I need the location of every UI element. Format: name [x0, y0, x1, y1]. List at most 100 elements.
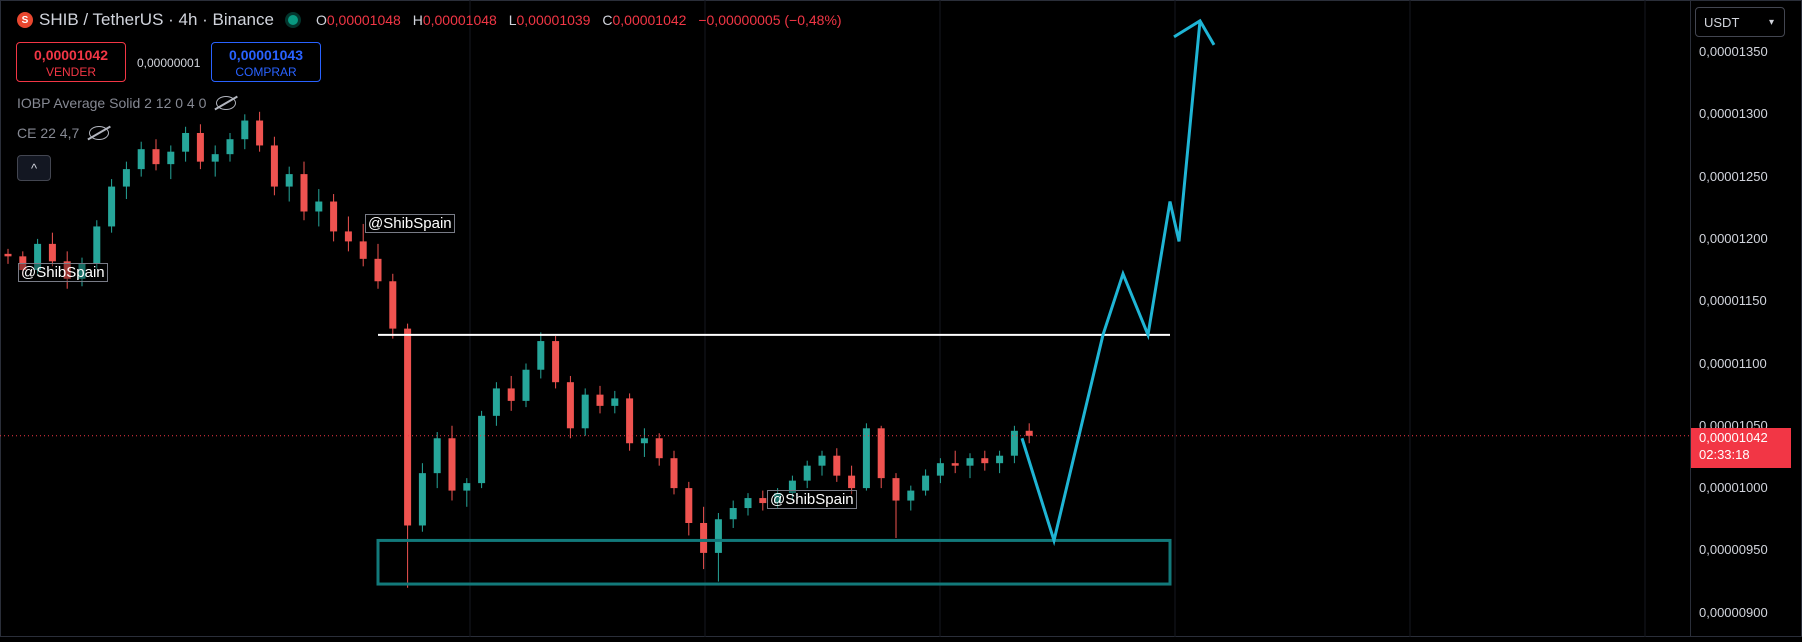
candle-body [492, 388, 500, 416]
sell-label: VENDER [45, 65, 96, 79]
buy-label: COMPRAR [235, 65, 297, 79]
watermark-label: @ShibSpain [767, 490, 857, 509]
price-tick-label: 0,00000950 [1699, 542, 1768, 558]
candle-body [137, 149, 145, 170]
candle-body [256, 120, 264, 146]
ohlc-open-value: 0,00001048 [326, 12, 401, 28]
candle-body [78, 263, 86, 279]
candle-body [418, 473, 426, 526]
support-zone [376, 538, 1172, 586]
hidden-eye-icon[interactable] [89, 126, 110, 140]
candle-body [936, 463, 944, 476]
candle-body [759, 498, 767, 504]
sell-button[interactable]: 0,00001042 VENDER [16, 42, 126, 82]
candle-body [433, 438, 441, 474]
candle-body [670, 458, 678, 489]
candle-body [196, 132, 204, 162]
candle-body [744, 498, 752, 509]
candlestick-chart[interactable] [0, 0, 1690, 637]
candle-body [862, 428, 870, 489]
watermark-label: @ShibSpain [365, 214, 455, 233]
ohlc-high-key: H [412, 12, 423, 28]
candle-body [966, 458, 974, 466]
price-tick-label: 0,00001350 [1699, 44, 1768, 59]
candle-body [507, 388, 515, 401]
candle-body [833, 455, 841, 476]
candle-body [774, 493, 782, 504]
candle-body [907, 490, 915, 501]
candle-body [1025, 430, 1033, 436]
ohlc-low-key: L [508, 12, 517, 28]
candle-body [448, 438, 456, 491]
candle-body [48, 243, 56, 262]
candle-body [596, 394, 604, 406]
candle-body [981, 458, 989, 464]
candle-body [63, 261, 71, 279]
candle-body [226, 139, 234, 155]
candle-body [848, 475, 856, 489]
ohlc-low-value: 0,00001039 [516, 12, 591, 28]
hidden-eye-icon[interactable] [216, 96, 237, 110]
currency-selector[interactable]: USDT ▾ [1695, 7, 1785, 37]
candle-body [182, 132, 190, 152]
symbol-title[interactable]: SHIB / TetherUS · 4h · Binance [39, 10, 274, 29]
currency-label: USDT [1704, 15, 1740, 30]
candle-body [788, 480, 796, 494]
indicator-ce-label: CE 22 4,7 [17, 125, 80, 141]
candle-body [640, 438, 648, 444]
price-tick-label: 0,00001150 [1699, 293, 1767, 309]
candle-body [34, 243, 42, 271]
candle-body [566, 382, 574, 429]
candle-countdown: 02:33:18 [1699, 447, 1750, 462]
indicator-ce[interactable]: CE 22 4,7 [17, 125, 110, 141]
candle-body [404, 328, 412, 526]
last-price-value: 0,00001042 [1699, 430, 1768, 445]
sell-price: 0,00001042 [34, 47, 108, 63]
shib-coin-icon: S [17, 12, 33, 28]
ohlc-open-key: O [315, 12, 327, 28]
chevron-up-icon: ^ [30, 160, 38, 176]
price-tick-label: 0,00000900 [1699, 604, 1768, 620]
candle-body [389, 281, 397, 329]
candle-body [285, 174, 293, 187]
chevron-down-icon: ▾ [1768, 17, 1774, 28]
candle-body [537, 341, 545, 370]
ohlc-close-key: C [602, 12, 613, 28]
candle-body [330, 201, 338, 232]
buy-price: 0,00001043 [229, 47, 303, 63]
candle-body [167, 151, 175, 165]
candle-body [270, 145, 278, 187]
chart-plot-area[interactable] [0, 0, 1690, 637]
candle-body [93, 226, 101, 264]
candle-body [463, 483, 471, 491]
buy-button[interactable]: 0,00001043 COMPRAR [211, 42, 321, 82]
candle-body [552, 341, 560, 383]
indicator-iobp[interactable]: IOBP Average Solid 2 12 0 4 0 [17, 95, 237, 111]
watermark-label: @ShibSpain [18, 263, 108, 282]
price-tick-label: 0,00001100 [1699, 355, 1767, 371]
collapse-legend-button[interactable]: ^ [17, 155, 51, 181]
candle-body [803, 465, 811, 481]
price-tick-label: 0,00001300 [1699, 106, 1768, 122]
candle-body [374, 258, 382, 282]
candle-body [818, 455, 826, 466]
spread-value: 0,00000001 [137, 56, 201, 70]
candle-body [1010, 430, 1018, 456]
candle-body [108, 186, 116, 227]
candle-body [522, 369, 530, 401]
candle-body [626, 398, 634, 444]
last-price-tag: 0,00001042 02:33:18 [1691, 428, 1791, 468]
candle-body [359, 241, 367, 259]
market-open-icon [287, 15, 298, 25]
candle-body [714, 519, 722, 553]
ohlc-close-value: 0,00001042 [612, 12, 687, 28]
candle-body [581, 394, 589, 429]
price-axis[interactable]: USDT ▾ 0,00001350 0,00001300 0,00001250 0,0… [1690, 0, 1802, 637]
candle-body [729, 508, 737, 520]
arrowhead-icon [1173, 18, 1216, 46]
candle-body [685, 488, 693, 523]
candle-body [951, 463, 959, 466]
projection-path [1020, 20, 1202, 547]
ohlc-high-value: 0,00001048 [422, 12, 497, 28]
candle-body [315, 201, 323, 212]
